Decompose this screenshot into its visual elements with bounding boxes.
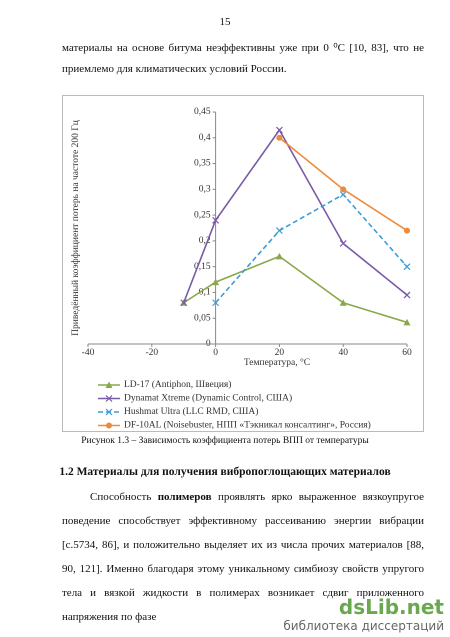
- x-tick-label: 0: [213, 348, 218, 358]
- y-tick-label: 0,45: [194, 107, 211, 117]
- y-tick-label: 0,15: [194, 262, 211, 272]
- y-tick-label: 0,25: [194, 210, 211, 220]
- y-tick-label: 0,3: [199, 185, 211, 195]
- marker: [212, 299, 220, 307]
- watermark-tagline: библиотека диссертаций: [283, 619, 444, 633]
- marker: [180, 299, 188, 307]
- y-tick-label: 0,2: [199, 236, 211, 246]
- marker: [339, 191, 347, 198]
- marker: [339, 240, 347, 247]
- marker: [275, 227, 283, 235]
- y-tick-label: 0,35: [194, 159, 211, 169]
- section-heading: 1.2 Материалы для получения вибропоглоща…: [59, 466, 391, 478]
- legend-marker: [105, 395, 113, 402]
- legend-marker: [105, 381, 113, 388]
- marker: [212, 216, 220, 224]
- chart-frame: [62, 95, 424, 432]
- marker: [403, 263, 411, 271]
- x-tick-label: 20: [275, 348, 285, 358]
- text: проявлять ярко выраженное вязкоупругое п…: [62, 491, 424, 623]
- marker: [339, 299, 347, 306]
- x-tick-label: -40: [82, 348, 95, 358]
- x-tick-label: 40: [338, 348, 348, 358]
- marker: [403, 318, 411, 326]
- paragraph: материалы на основе битума неэффективны …: [62, 42, 424, 75]
- legend-label: Hushmat Ultra (LLC RMD, США): [124, 406, 258, 417]
- watermark: dsLib.net библиотека диссертаций: [283, 595, 444, 633]
- y-tick-label: 0,4: [199, 133, 211, 143]
- bold-text: полимеров: [157, 491, 212, 503]
- chart: Приведённый коэффициент потерь на частот…: [62, 95, 424, 432]
- marker: [275, 126, 283, 134]
- y-tick-label: 0,05: [194, 313, 211, 323]
- legend-label: Dynamat Xtreme (Dynamic Control, США): [124, 393, 292, 404]
- legend-label: LD-17 (Antiphon, Швеция): [124, 379, 231, 390]
- marker: [276, 134, 283, 141]
- series-line: [215, 193, 408, 304]
- x-tick-label: -20: [145, 348, 158, 358]
- y-tick-label: 0,1: [199, 288, 211, 298]
- x-axis-label: Температура, °C: [244, 357, 310, 368]
- caption: Рисунок 1.3 – Зависимость коэффициента п…: [81, 436, 369, 446]
- paragraph: Способность полимеров проявлять ярко выр…: [62, 485, 424, 637]
- text: Способность: [90, 491, 158, 503]
- legend-label: DF-10AL (Noisebuster, НПП «Тэкникал конс…: [124, 420, 371, 431]
- legend-marker: [106, 422, 112, 429]
- marker: [275, 252, 283, 260]
- legend-marker: [105, 408, 113, 416]
- x-tick-label: 60: [402, 348, 412, 358]
- marker: [212, 278, 220, 286]
- watermark-brand: dsLib.net: [338, 595, 444, 619]
- marker: [403, 291, 411, 299]
- marker: [404, 227, 410, 234]
- y-axis-label: Приведённый коэффициент потерь на частот…: [70, 120, 81, 336]
- marker: [340, 186, 347, 193]
- page-number: 15: [219, 16, 231, 28]
